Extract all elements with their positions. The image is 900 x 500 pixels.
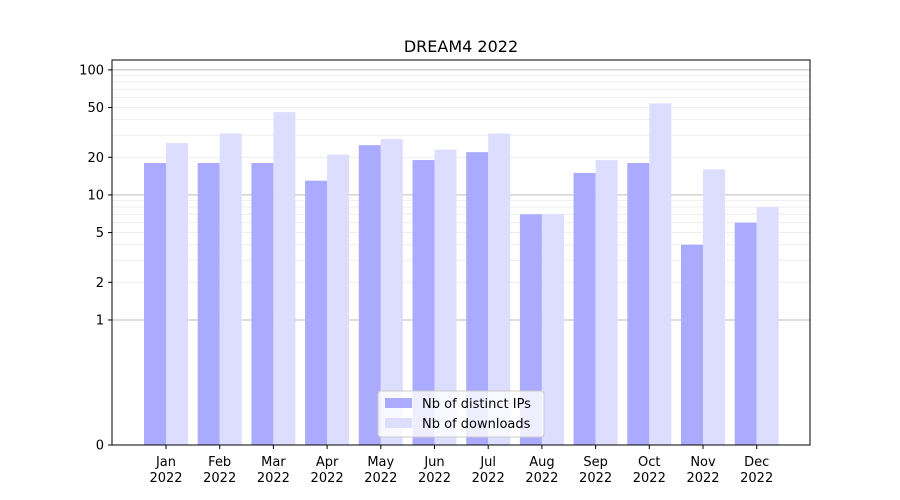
bar-distinct-ips: [519, 214, 542, 445]
legend-label: Nb of distinct IPs: [422, 397, 531, 412]
bar-distinct-ips: [197, 163, 220, 445]
bar-distinct-ips: [251, 163, 274, 445]
y-tick-label: 0: [96, 439, 104, 454]
y-tick-label: 2: [96, 276, 104, 291]
bar-distinct-ips: [573, 172, 596, 445]
bar-downloads: [434, 149, 457, 446]
legend: Nb of distinct IPs Nb of downloads: [377, 390, 545, 438]
legend-swatch: [385, 398, 412, 408]
bar-downloads: [703, 169, 725, 445]
legend-label: Nb of downloads: [422, 417, 531, 432]
x-tick-label: Oct 2022: [633, 455, 666, 486]
x-tick-label: Dec 2022: [740, 455, 773, 486]
bar-downloads: [595, 160, 618, 445]
bar-downloads: [649, 103, 672, 446]
bar-distinct-ips: [627, 163, 650, 445]
y-tick-label: 50: [87, 101, 104, 116]
legend-box: [377, 390, 545, 438]
bar-distinct-ips: [144, 163, 166, 445]
x-tick-label: Jan 2022: [149, 455, 182, 486]
x-tick-label: May 2022: [364, 455, 397, 486]
plot-area-frame: [111, 59, 811, 446]
chart-title: DREAM4 2022: [404, 37, 518, 56]
y-tick-label: 20: [87, 151, 104, 166]
bar-downloads: [488, 133, 511, 445]
y-tick-label: 1: [96, 313, 104, 328]
bar-downloads: [380, 139, 403, 445]
x-tick-label: Sep 2022: [579, 455, 612, 486]
bar-downloads: [327, 154, 350, 446]
bar-distinct-ips: [358, 145, 381, 445]
bars: [144, 103, 779, 446]
x-axis: Jan 2022 Feb 2022 Mar 2022 Apr 2022 May 2022 Jun 20…: [149, 445, 773, 486]
x-tick-label: Nov 2022: [686, 455, 719, 486]
x-tick-label: Mar 2022: [257, 455, 290, 486]
y-tick-label: 5: [96, 226, 104, 241]
legend-swatch: [385, 418, 412, 428]
bar-downloads: [166, 143, 188, 445]
bar-distinct-ips: [305, 180, 328, 445]
x-tick-label: Aug 2022: [525, 455, 558, 486]
bar-downloads: [756, 207, 779, 445]
bar-distinct-ips: [466, 152, 489, 445]
x-tick-label: Apr 2022: [311, 455, 344, 486]
x-tick-label: Feb 2022: [203, 455, 236, 486]
x-tick-label: Jul 2022: [472, 455, 505, 486]
bar-distinct-ips: [412, 160, 435, 445]
y-axis: 0 1 2 5 10 20 50 100: [79, 63, 112, 454]
bar-downloads: [219, 133, 242, 445]
bar-downloads: [541, 214, 564, 445]
bar-distinct-ips: [734, 222, 757, 445]
y-tick-label: 100: [79, 63, 104, 78]
x-tick-label: Jun 2022: [418, 455, 451, 486]
bar-downloads: [273, 112, 296, 445]
bar-distinct-ips: [681, 244, 703, 445]
y-tick-label: 10: [87, 188, 104, 203]
